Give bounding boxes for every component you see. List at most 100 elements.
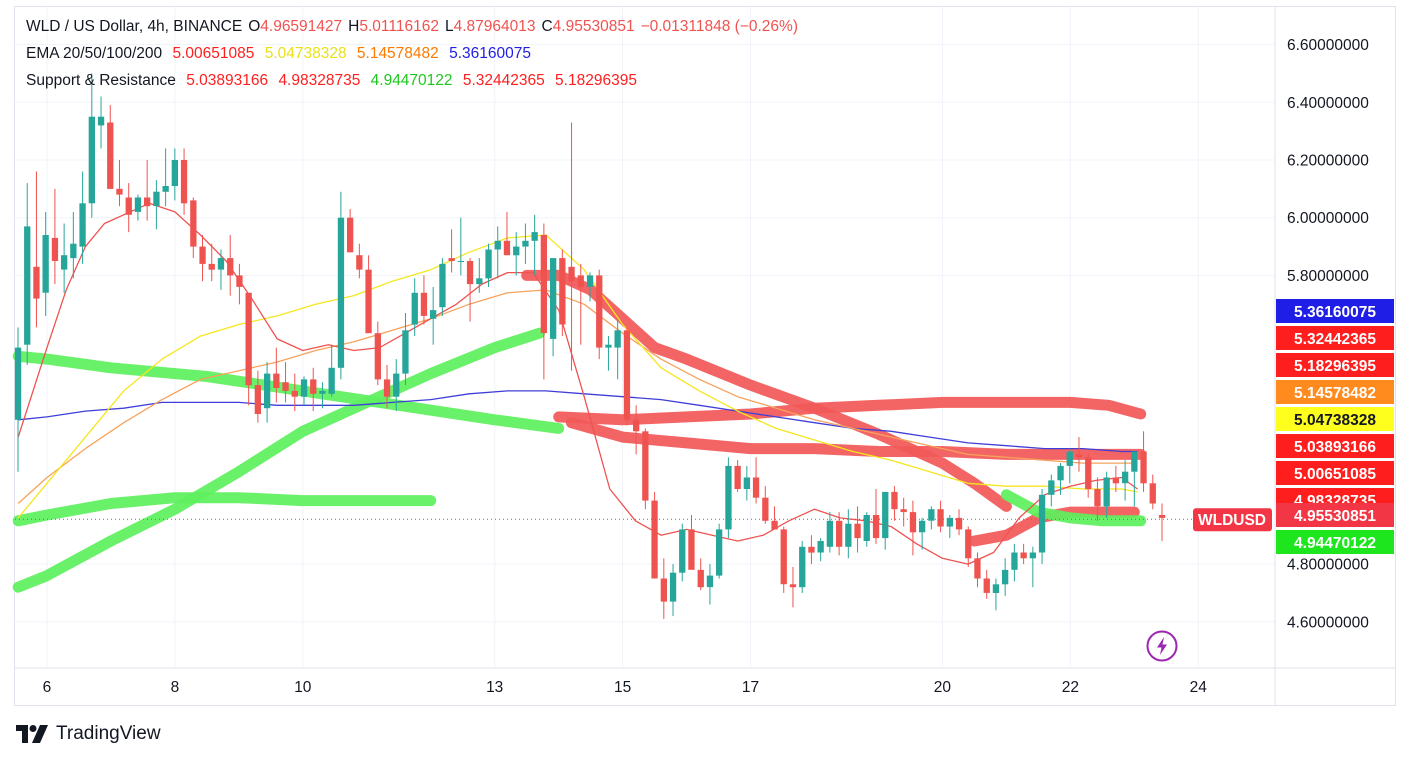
symbol-tag[interactable]: WLDUSD [1193,508,1272,532]
candle[interactable] [1131,451,1138,507]
candle[interactable] [919,517,926,550]
candle[interactable] [1057,463,1064,495]
candle[interactable] [337,191,345,380]
time-scale[interactable]: 6 8 10 13 15 17 20 22 24 [43,679,1208,696]
lightning-icon[interactable] [1146,630,1178,662]
price-label[interactable]: 5.32442365 [1276,326,1394,350]
candle[interactable] [457,217,464,276]
candle[interactable] [430,286,437,345]
candle[interactable] [1140,431,1147,492]
candle[interactable] [697,558,704,591]
price-label[interactable]: 5.04738328 [1276,407,1394,431]
candle[interactable] [1066,448,1073,484]
candle[interactable] [605,336,612,371]
candle[interactable] [79,171,86,264]
price-label[interactable]: 4.95530851 [1276,503,1394,527]
candle[interactable] [734,460,741,492]
candle[interactable] [891,486,898,521]
candle[interactable] [310,367,317,412]
candle[interactable] [88,73,95,218]
candle[interactable] [669,564,677,617]
candle[interactable] [937,500,944,533]
price-label[interactable]: 4.94470122 [1276,530,1394,554]
candle[interactable] [568,122,575,371]
candle[interactable] [540,223,547,380]
price-scale[interactable]: 6.60000000 6.40000000 6.20000000 6.00000000… [1276,37,1394,631]
candle[interactable] [771,506,778,530]
candle[interactable] [503,211,511,256]
candle[interactable] [716,523,723,579]
candle[interactable] [439,258,446,316]
candle[interactable] [144,159,151,221]
price-label[interactable]: 5.00651085 [1276,461,1394,485]
candle[interactable] [116,159,123,207]
candle[interactable] [383,364,391,409]
price-label[interactable]: 5.36160075 [1276,299,1394,323]
candle[interactable] [752,457,760,504]
candle[interactable] [550,258,557,357]
candle[interactable] [217,249,225,290]
candle[interactable] [199,235,206,282]
candle[interactable] [393,359,400,412]
candle[interactable] [319,382,326,409]
candle[interactable] [264,362,271,423]
candle[interactable] [448,229,455,273]
candle[interactable] [14,327,22,472]
price-label[interactable]: 5.14578482 [1276,380,1394,404]
candle[interactable] [1075,437,1083,472]
candle[interactable] [577,263,584,345]
candle[interactable] [208,243,215,282]
candle[interactable] [522,223,529,264]
candle[interactable] [153,180,160,230]
candle[interactable] [374,321,381,386]
candle[interactable] [33,171,40,328]
candle[interactable] [531,214,538,276]
candle[interactable] [282,362,289,403]
candle[interactable] [513,232,520,276]
candle[interactable] [420,275,428,325]
candle[interactable] [180,148,188,215]
candle[interactable] [1020,543,1027,565]
candle[interactable] [1158,503,1166,541]
candle[interactable] [679,523,686,582]
candle[interactable] [134,194,142,221]
candle[interactable] [42,211,49,316]
candle[interactable] [24,183,31,365]
candle[interactable] [494,226,501,279]
candle[interactable] [965,526,972,567]
candle[interactable] [300,376,308,406]
candle[interactable] [983,569,990,599]
candle[interactable] [466,258,474,322]
candle[interactable] [872,489,880,544]
candle[interactable] [254,370,261,423]
candle[interactable] [642,428,649,510]
candle[interactable] [227,235,234,296]
price-label[interactable]: 5.18296395 [1276,353,1394,377]
candle[interactable] [245,292,252,406]
candle[interactable] [1029,546,1036,588]
candle[interactable] [946,515,953,539]
candle[interactable] [1149,474,1156,510]
candle[interactable] [863,512,870,547]
candle[interactable] [162,148,169,207]
candle[interactable] [1002,558,1009,596]
candle[interactable] [485,243,492,287]
legend-symbol[interactable]: WLD / US Dollar, 4h, BINANCE [26,18,243,35]
candle[interactable] [854,506,861,553]
candle[interactable] [1085,454,1092,498]
candle[interactable] [789,566,797,608]
candle[interactable] [291,373,298,412]
candle[interactable] [236,263,243,305]
candle[interactable] [780,526,787,593]
candle[interactable] [411,278,418,337]
candle[interactable] [1122,460,1129,501]
candle[interactable] [51,188,59,285]
candle[interactable] [347,209,354,253]
candle[interactable] [1094,477,1101,521]
candle[interactable] [651,491,658,579]
candle[interactable] [365,255,372,334]
candle[interactable] [125,183,132,233]
candle[interactable] [660,558,667,619]
candle[interactable] [559,249,566,337]
